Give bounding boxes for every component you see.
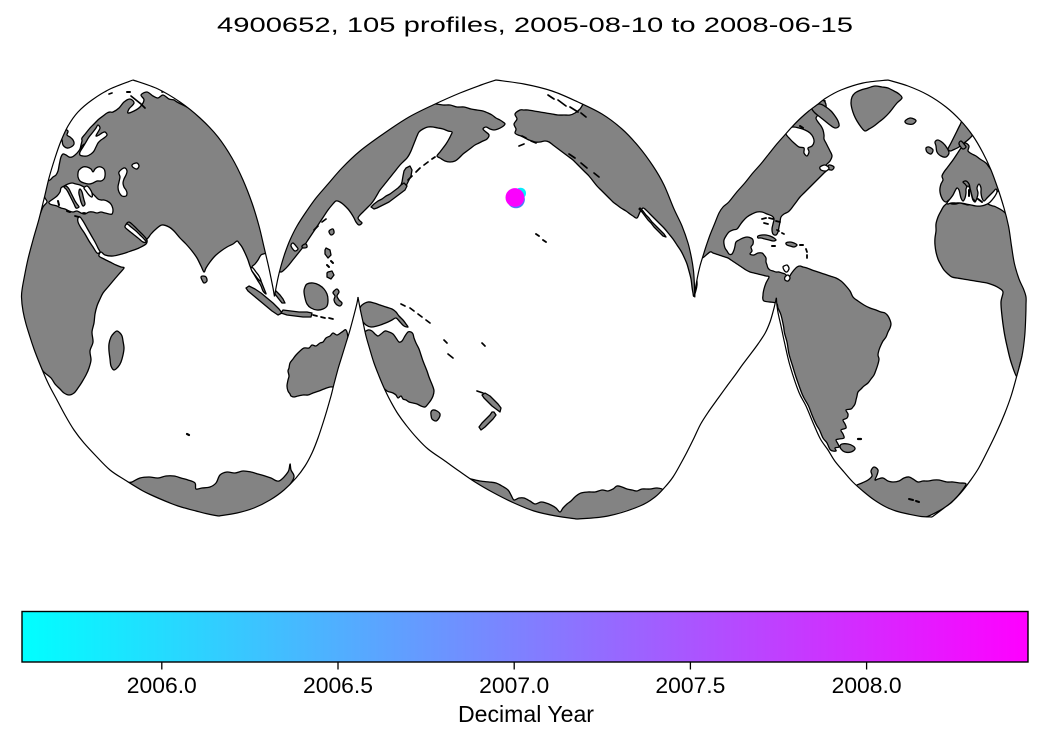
svg-text:2006.0: 2006.0: [127, 673, 197, 698]
svg-text:2008.0: 2008.0: [832, 673, 902, 698]
svg-text:2007.5: 2007.5: [655, 673, 725, 698]
svg-text:2007.0: 2007.0: [479, 673, 549, 698]
svg-text:4900652, 105 profiles, 2005-08: 4900652, 105 profiles, 2005-08-10 to 200…: [217, 14, 853, 37]
svg-text:2006.5: 2006.5: [303, 673, 373, 698]
svg-text:Decimal Year: Decimal Year: [458, 701, 594, 727]
